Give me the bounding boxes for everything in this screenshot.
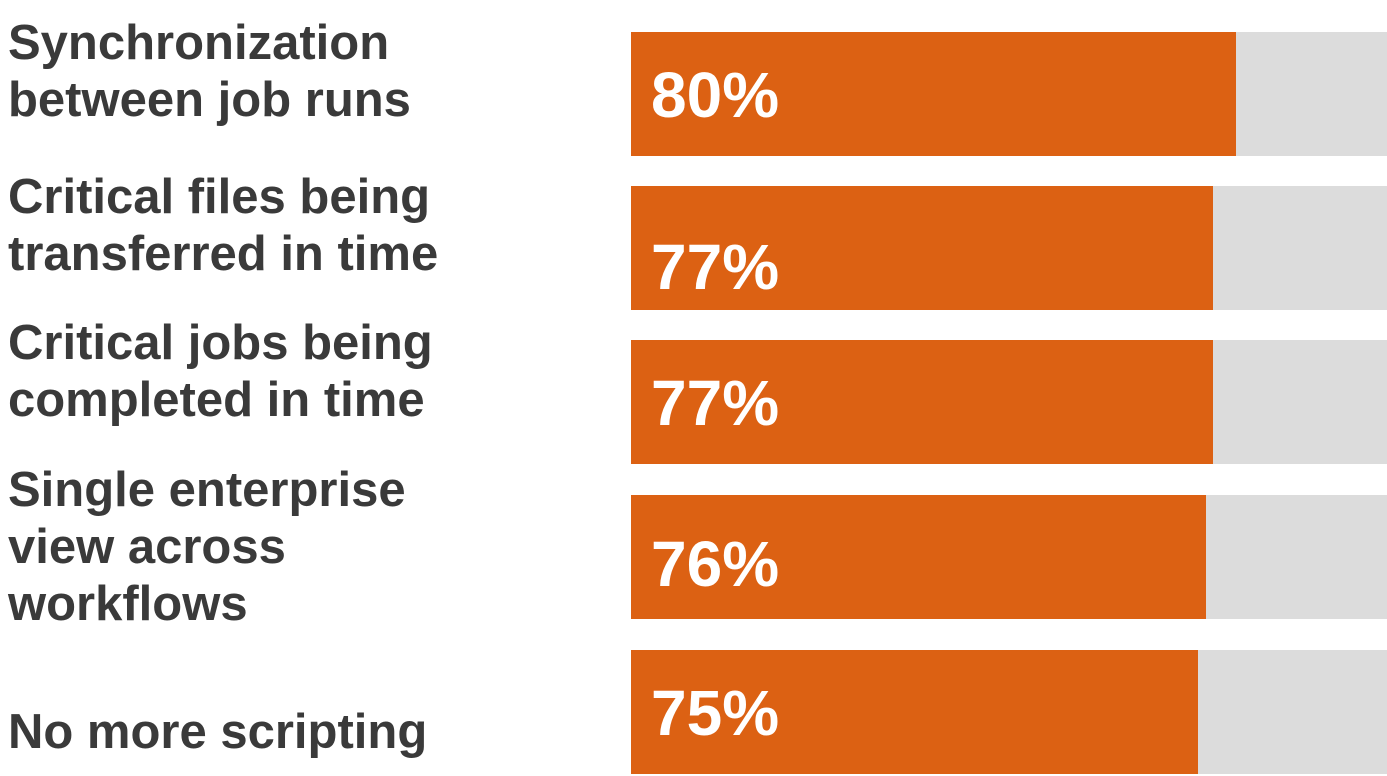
bar-track: 77% [631, 186, 1387, 310]
category-label: Single enterprise view across workflows [8, 463, 406, 631]
bar [631, 495, 1206, 619]
category-label: Critical jobs being completed in time [8, 316, 433, 427]
bar-track: 77% [631, 340, 1387, 464]
bar [631, 650, 1198, 774]
bar-track: 76% [631, 495, 1387, 619]
bar [631, 340, 1214, 464]
value-label: 77% [651, 231, 780, 303]
bar-row: Synchronization between job runs 80% [0, 16, 1387, 156]
bar-row: Critical jobs being completed in time 77… [0, 316, 1387, 464]
bar-track: 80% [631, 32, 1387, 156]
bar-row: Critical files being transferred in time… [0, 170, 1387, 310]
value-label: 77% [651, 367, 780, 439]
value-label: 75% [651, 677, 780, 749]
bar [631, 32, 1236, 156]
category-label: No more scripting [8, 705, 428, 759]
bar-row: Single enterprise view across workflows … [0, 463, 1387, 631]
bar [631, 186, 1214, 310]
value-label: 76% [651, 528, 780, 600]
bar-track: 75% [631, 650, 1387, 774]
category-label: Critical files being transferred in time [8, 170, 439, 281]
value-label: 80% [651, 59, 780, 131]
bar-row: No more scripting 75% [0, 650, 1387, 774]
category-label: Synchronization between job runs [8, 16, 411, 127]
